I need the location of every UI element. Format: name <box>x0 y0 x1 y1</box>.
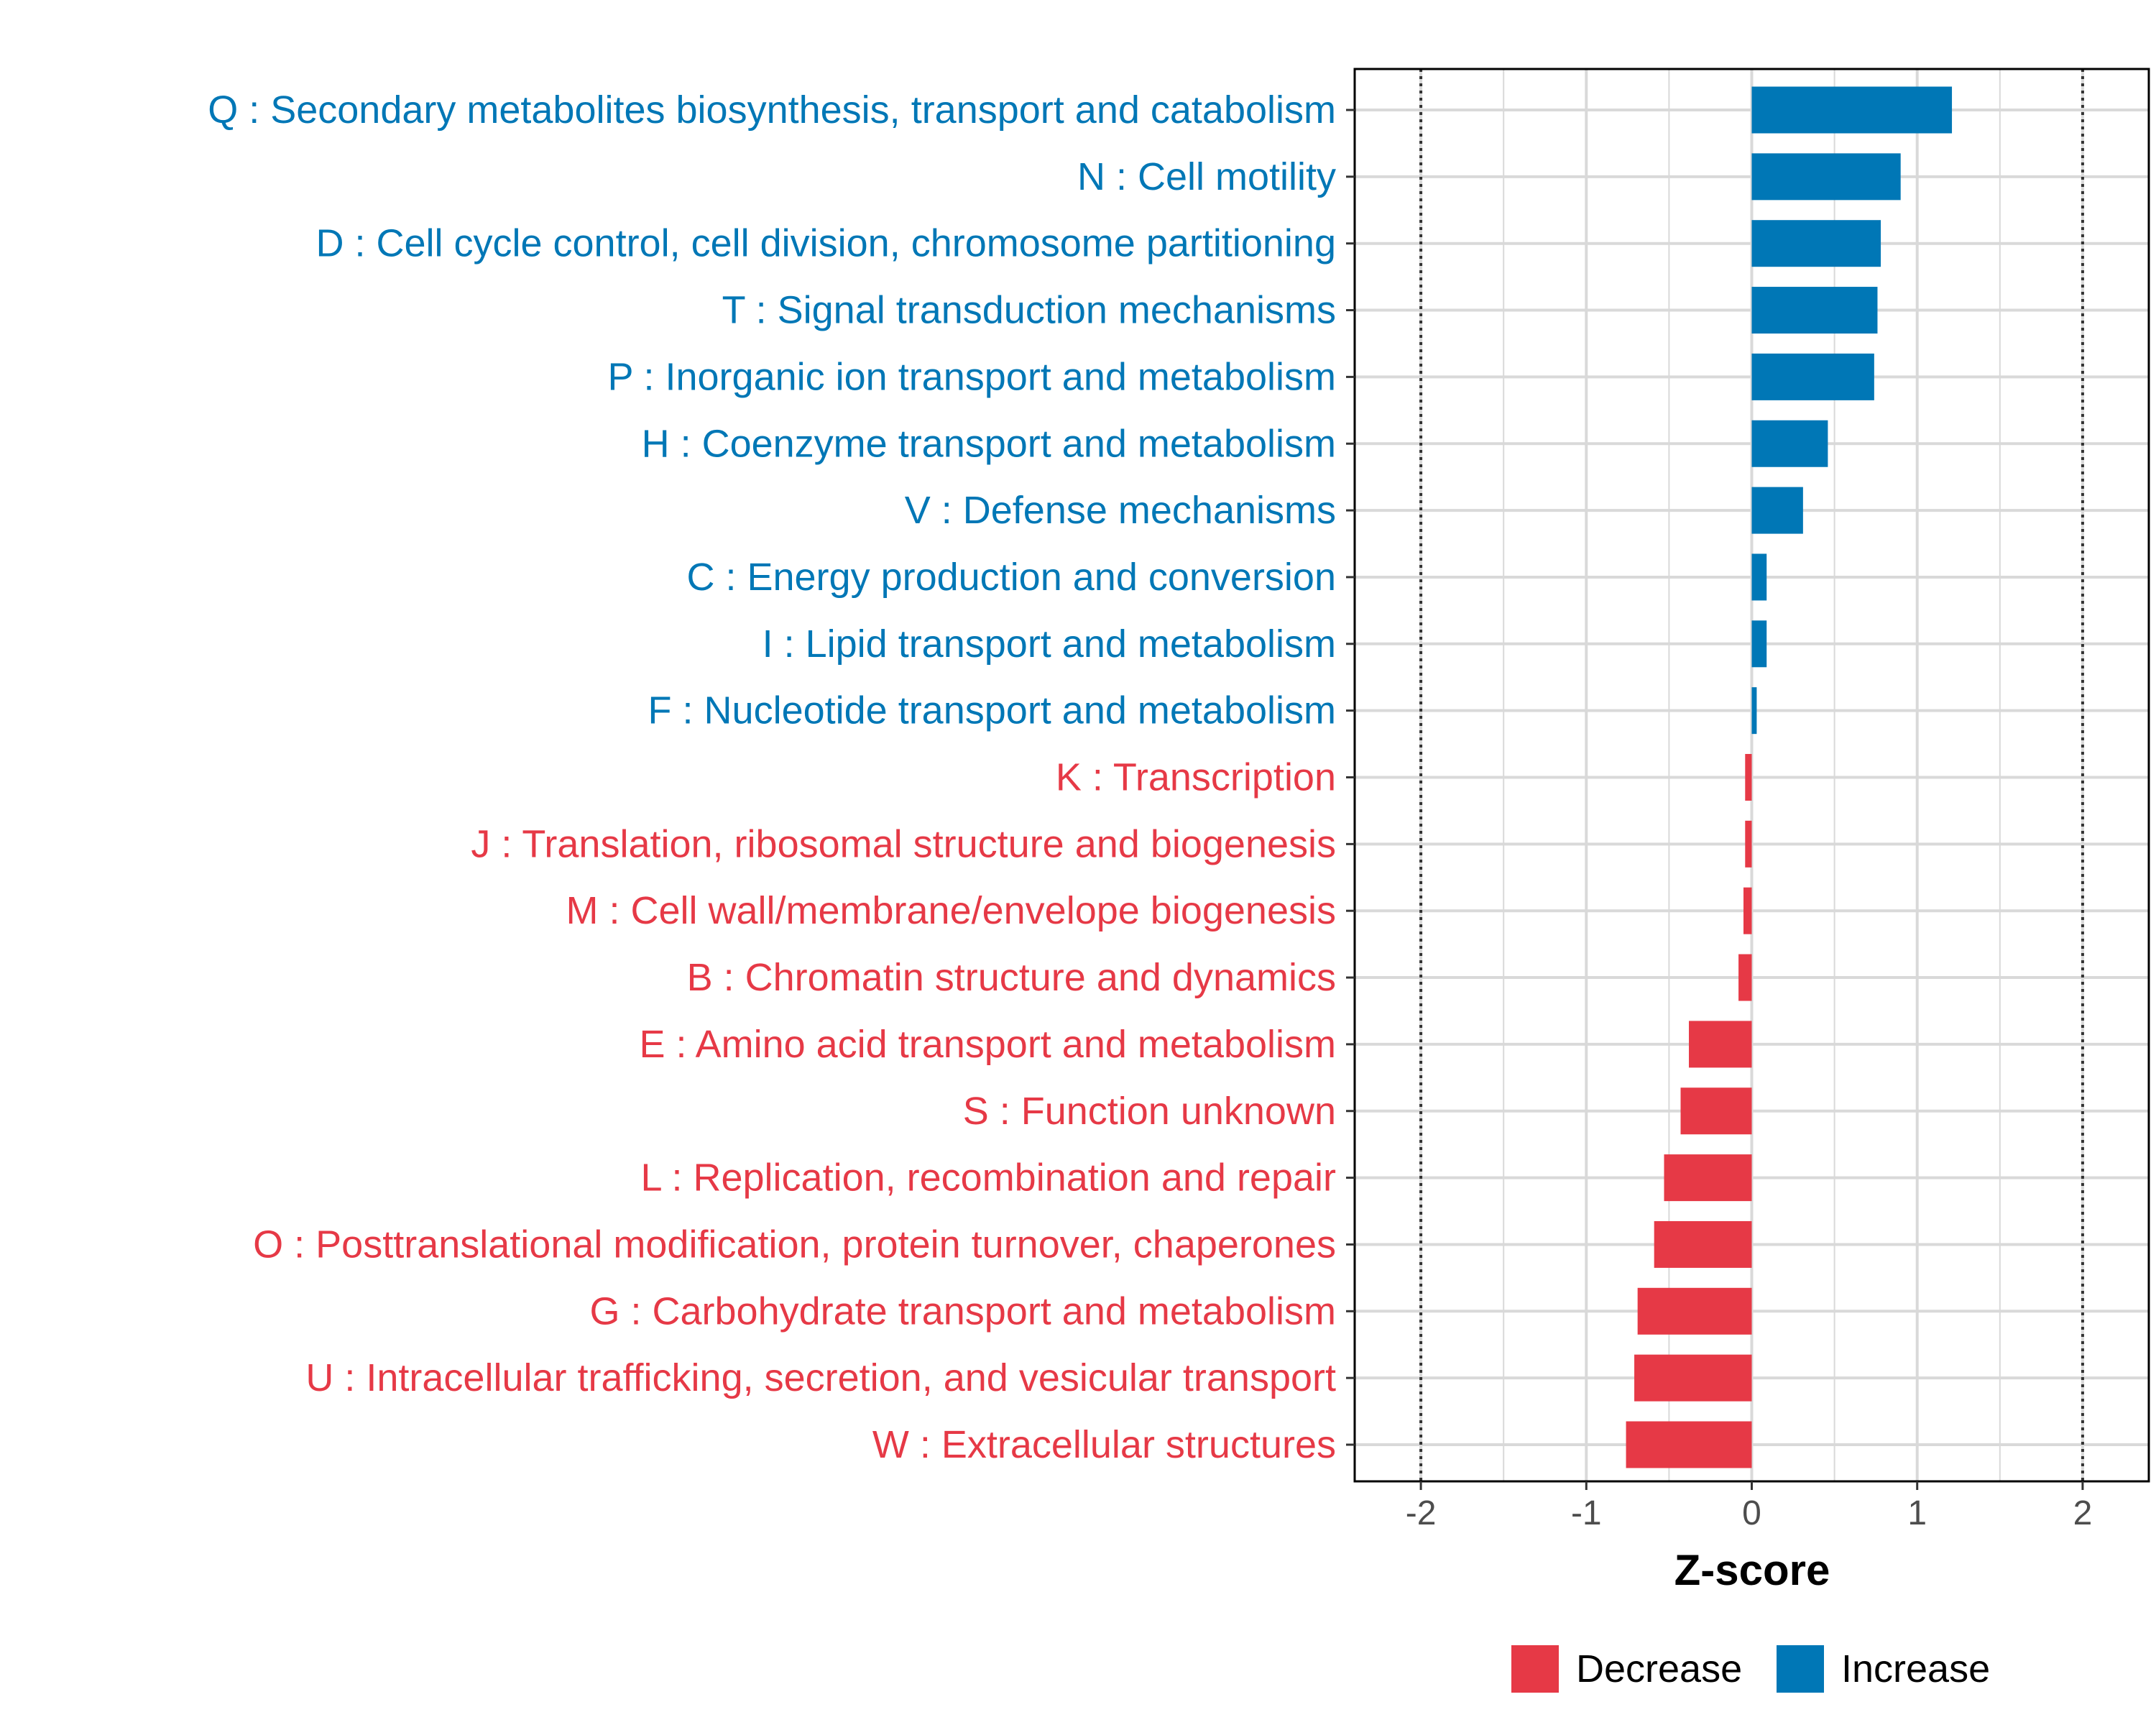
bar <box>1751 220 1881 267</box>
bar <box>1751 620 1767 668</box>
bar <box>1751 553 1767 601</box>
legend-key-decrease <box>1511 1645 1559 1693</box>
legend-key-increase <box>1777 1645 1824 1693</box>
bars-layer <box>1626 86 1953 1468</box>
category-label: M : Cell wall/membrane/envelope biogenes… <box>566 889 1336 932</box>
legend-label-increase: Increase <box>1841 1647 1990 1690</box>
bar <box>1664 1154 1752 1202</box>
bar <box>1626 1421 1752 1468</box>
x-axis-ticks: -2 -1 0 1 2 <box>1406 1481 2093 1532</box>
bar <box>1745 820 1752 868</box>
bar <box>1751 287 1878 334</box>
bar <box>1634 1354 1752 1402</box>
x-tick-label: 0 <box>1742 1494 1761 1532</box>
category-label: D : Cell cycle control, cell division, c… <box>315 222 1336 265</box>
bar <box>1751 353 1874 400</box>
x-tick-label: -1 <box>1571 1494 1602 1532</box>
category-label: I : Lipid transport and metabolism <box>763 622 1336 666</box>
x-tick-label: 1 <box>1907 1494 1927 1532</box>
category-label: K : Transcription <box>1056 756 1336 799</box>
legend-label-decrease: Decrease <box>1576 1647 1742 1690</box>
category-label: P : Inorganic ion transport and metaboli… <box>607 355 1336 398</box>
category-label: F : Nucleotide transport and metabolism <box>648 689 1336 732</box>
y-axis-ticks <box>1346 109 1355 1446</box>
category-label: H : Coenzyme transport and metabolism <box>642 422 1336 465</box>
bar <box>1745 754 1752 801</box>
bar <box>1743 887 1752 934</box>
bar <box>1751 420 1828 467</box>
category-label: C : Energy production and conversion <box>686 556 1336 599</box>
category-label: W : Extracellular structures <box>872 1423 1336 1466</box>
category-label: T : Signal transduction mechanisms <box>722 289 1336 332</box>
category-label: E : Amino acid transport and metabolism <box>640 1023 1336 1066</box>
x-tick-label: 2 <box>2073 1494 2093 1532</box>
bar <box>1751 687 1757 735</box>
bar <box>1751 86 1953 134</box>
bar <box>1680 1087 1752 1135</box>
bar <box>1738 954 1752 1001</box>
x-tick-label: -2 <box>1406 1494 1437 1532</box>
category-label: B : Chromatin structure and dynamics <box>687 956 1336 999</box>
category-label: O : Posttranslational modification, prot… <box>253 1223 1336 1266</box>
category-label: S : Function unknown <box>963 1090 1336 1133</box>
category-label: N : Cell motility <box>1077 155 1336 198</box>
bar <box>1637 1287 1752 1335</box>
category-label: U : Intracellular trafficking, secretion… <box>305 1356 1336 1399</box>
category-label: G : Carbohydrate transport and metabolis… <box>590 1289 1337 1333</box>
legend: Decrease Increase <box>1511 1645 1990 1693</box>
category-label: Q : Secondary metabolites biosynthesis, … <box>208 88 1336 132</box>
bar <box>1751 153 1901 201</box>
category-label: L : Replication, recombination and repai… <box>640 1156 1336 1200</box>
bar <box>1654 1220 1752 1268</box>
bar <box>1689 1021 1752 1068</box>
x-axis-title: Z-score <box>1674 1546 1830 1594</box>
y-axis-category-labels: Q : Secondary metabolites biosynthesis, … <box>208 88 1336 1466</box>
reference-lines <box>1419 69 2084 1481</box>
category-label: V : Defense mechanisms <box>905 489 1336 532</box>
category-label: J : Translation, ribosomal structure and… <box>471 822 1336 865</box>
bar <box>1751 487 1803 534</box>
